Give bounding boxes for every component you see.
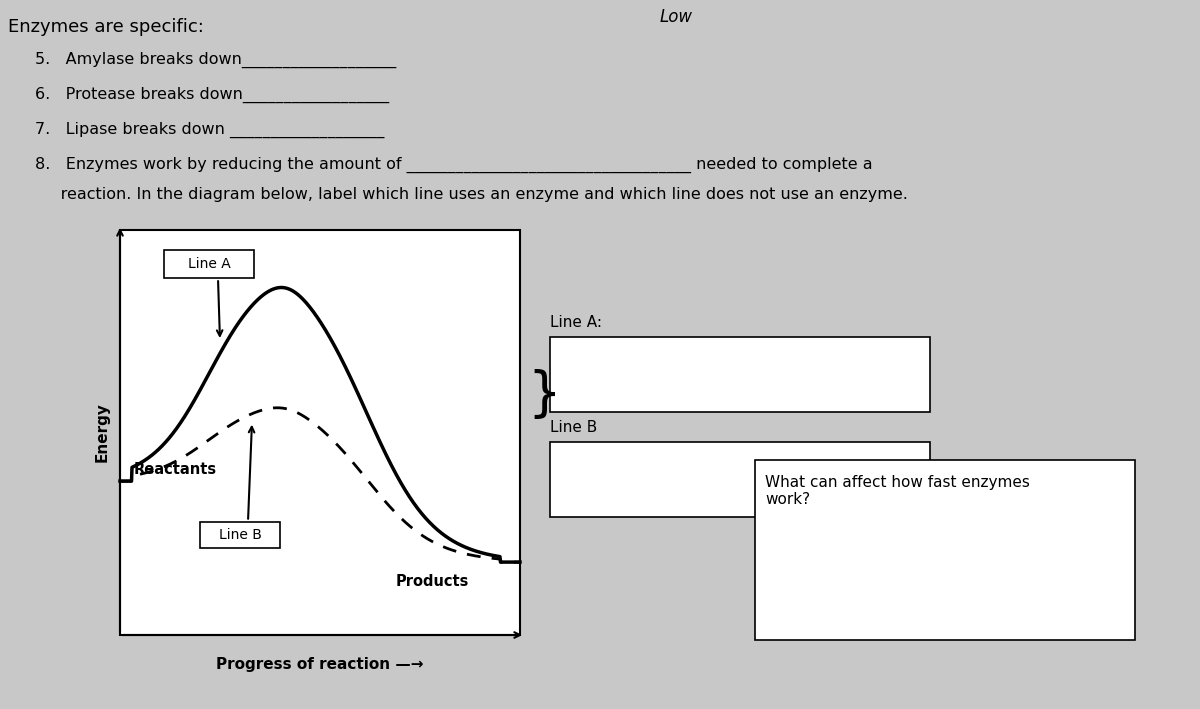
Text: Line A:: Line A:	[550, 315, 602, 330]
Text: Energy: Energy	[95, 403, 109, 462]
Bar	[550, 442, 930, 517]
Text: Progress of reaction —→: Progress of reaction —→	[216, 657, 424, 672]
Text: 5.   Amylase breaks down___________________: 5. Amylase breaks down__________________…	[35, 52, 396, 68]
Text: Line B: Line B	[550, 420, 598, 435]
Bar	[755, 460, 1135, 640]
Text: Line A: Line A	[187, 257, 230, 272]
Bar	[164, 250, 254, 278]
Text: Products: Products	[395, 574, 469, 589]
Bar	[120, 230, 520, 635]
Text: Low: Low	[660, 8, 694, 26]
Text: 8.   Enzymes work by reducing the amount of ___________________________________ : 8. Enzymes work by reducing the amount o…	[35, 157, 872, 173]
Text: }: }	[527, 369, 560, 421]
Text: 7.   Lipase breaks down ___________________: 7. Lipase breaks down __________________…	[35, 122, 384, 138]
Text: What can affect how fast enzymes
work?: What can affect how fast enzymes work?	[766, 475, 1030, 508]
Bar	[200, 522, 280, 547]
Text: Enzymes are specific:: Enzymes are specific:	[8, 18, 204, 36]
Text: Line B: Line B	[218, 527, 262, 542]
Text: Reactants: Reactants	[134, 462, 217, 477]
Text: reaction. In the diagram below, label which line uses an enzyme and which line d: reaction. In the diagram below, label wh…	[35, 187, 908, 202]
Text: 6.   Protease breaks down__________________: 6. Protease breaks down_________________…	[35, 87, 389, 104]
Bar	[550, 337, 930, 412]
